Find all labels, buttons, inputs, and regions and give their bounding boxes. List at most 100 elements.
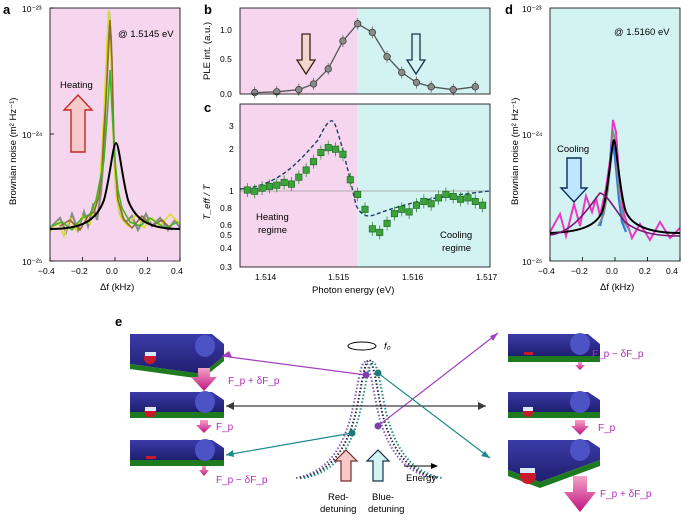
panel-d-fit-cooling — [549, 138, 681, 234]
panel-d-ytick: 10⁻²⁴ — [522, 130, 543, 140]
panel-b-frame — [239, 7, 491, 95]
cantilever-left-2-icon — [130, 391, 224, 433]
panel-c-point — [339, 150, 347, 158]
panel-c-cooling-text-2: regime — [442, 243, 471, 254]
panel-c-ytick: 0.3 — [220, 262, 232, 272]
panel-c-ytick: 1 — [229, 186, 234, 196]
panel-a-heating-arrow-icon — [62, 93, 94, 153]
panel-c-xtick: 1.514 — [255, 272, 277, 282]
resonance-curve-purple — [295, 360, 435, 479]
panel-b-point — [324, 65, 332, 73]
panel-c-point — [324, 144, 332, 152]
panel-d-fit-reference — [549, 192, 681, 237]
panel-b: b 0.0 0.5 1.0 PLE int. (a.u.) — [202, 2, 491, 99]
panel-a-xtick: 0.2 — [139, 266, 151, 276]
link-line — [377, 372, 491, 459]
panel-b-point — [471, 83, 479, 91]
panel-c-frame — [239, 103, 491, 268]
link-line — [225, 432, 353, 456]
panel-d-xtick: −0.4 — [538, 266, 555, 276]
panel-c-point — [258, 184, 266, 192]
panel-c-ylabel: T_eff / T — [202, 183, 213, 220]
red-detuning-label-2: detuning — [320, 504, 356, 515]
panel-c-point — [310, 158, 318, 166]
panel-c-point — [265, 182, 273, 190]
panel-c-point — [427, 200, 435, 208]
panel-a: a @ 1.5145 eV Heating −0.4 −0.2 0.0 0.2 … — [3, 2, 183, 293]
panel-c-bg-pink — [240, 104, 357, 267]
panel-c-point — [376, 228, 384, 236]
right-force-label: F_p + δF_p — [600, 489, 652, 500]
panel-d-xtick: 0.0 — [606, 266, 618, 276]
peak-point — [362, 371, 370, 379]
panel-b-point — [295, 86, 303, 94]
rotation-icon — [347, 341, 377, 351]
f0-label: f₀ — [384, 341, 391, 352]
link-line — [377, 332, 499, 427]
panel-b-points — [251, 17, 479, 99]
panel-c-point — [420, 197, 428, 205]
panel-d-xlabel: Δf (kHz) — [600, 282, 634, 293]
panel-e-label: e — [115, 314, 122, 329]
panel-a-ytick: 10⁻²³ — [22, 4, 42, 14]
cantilever-right-3-icon — [508, 439, 600, 512]
panel-c-xtick: 1.516 — [402, 272, 424, 282]
blue-detuning-label: Blue- — [372, 492, 394, 503]
panel-a-ytick: 10⁻²⁴ — [22, 130, 43, 140]
panel-c-ytick: 2 — [229, 144, 234, 154]
panel-d-annotation: @ 1.5160 eV — [614, 27, 670, 38]
panel-c-ytick: 3 — [229, 121, 234, 131]
panel-c-ytick: 0.8 — [220, 203, 232, 213]
panel-c-point — [464, 194, 472, 202]
panel-c-point — [435, 194, 443, 202]
panel-a-xlabel: Δf (kHz) — [100, 282, 134, 293]
resonance-curve-teal — [303, 360, 443, 479]
panel-c-label: c — [204, 100, 211, 115]
panel-a-ytick: 10⁻²⁵ — [22, 257, 42, 267]
panel-b-ylabel: PLE int. (a.u.) — [202, 22, 213, 80]
panel-c-point — [398, 205, 406, 213]
panel-c-point — [251, 187, 259, 195]
panel-b-point — [398, 68, 406, 77]
panel-c-point — [273, 181, 281, 189]
red-detuning-arrow-icon — [333, 449, 359, 482]
panel-d-bg — [550, 8, 680, 261]
panel-b-point — [412, 78, 421, 87]
panel-c-point — [287, 180, 295, 188]
panel-b-point — [368, 28, 377, 37]
panel-b-bg-pink — [240, 8, 357, 94]
panel-a-arrow-label: Heating — [60, 80, 93, 91]
panel-c-point — [302, 166, 310, 174]
left-force-label: F_p — [216, 422, 234, 433]
link-line — [221, 355, 367, 376]
panel-b-point — [449, 86, 457, 94]
panel-c-point — [442, 190, 450, 198]
panel-b-point — [273, 88, 281, 96]
panel-c-ytick: 0.4 — [220, 243, 232, 253]
panel-c-xtick: 1.515 — [328, 272, 350, 282]
peak-point — [374, 422, 382, 430]
resonance-curve-black — [299, 358, 439, 479]
panel-c-heating-text-2: regime — [258, 225, 287, 236]
peak-point — [348, 429, 356, 437]
cantilever-left-1-icon — [130, 334, 224, 391]
panel-b-ytick: 1.0 — [220, 25, 232, 35]
panel-a-trace-green — [51, 69, 179, 232]
panel-b-bg-cyan — [357, 8, 490, 94]
energy-arrow-icon — [431, 463, 438, 469]
panel-c-point — [354, 190, 362, 198]
panel-c-point — [449, 192, 457, 200]
panel-d-ylabel: Brownian noise (m² Hz⁻¹) — [510, 98, 521, 205]
panel-c-point — [412, 201, 420, 209]
panel-b-point — [309, 80, 318, 88]
panel-d-label: d — [505, 2, 513, 17]
panel-b-point — [383, 53, 391, 61]
panel-d-xtick: 0.4 — [666, 266, 678, 276]
panel-b-red-arrow-icon — [295, 33, 317, 76]
blue-detuning-arrow-icon — [365, 449, 391, 482]
left-force-label: F_p + δF_p — [228, 376, 280, 387]
panel-c-point — [471, 197, 479, 205]
panel-b-label: b — [204, 2, 212, 17]
panel-a-fit-curve — [49, 141, 181, 230]
